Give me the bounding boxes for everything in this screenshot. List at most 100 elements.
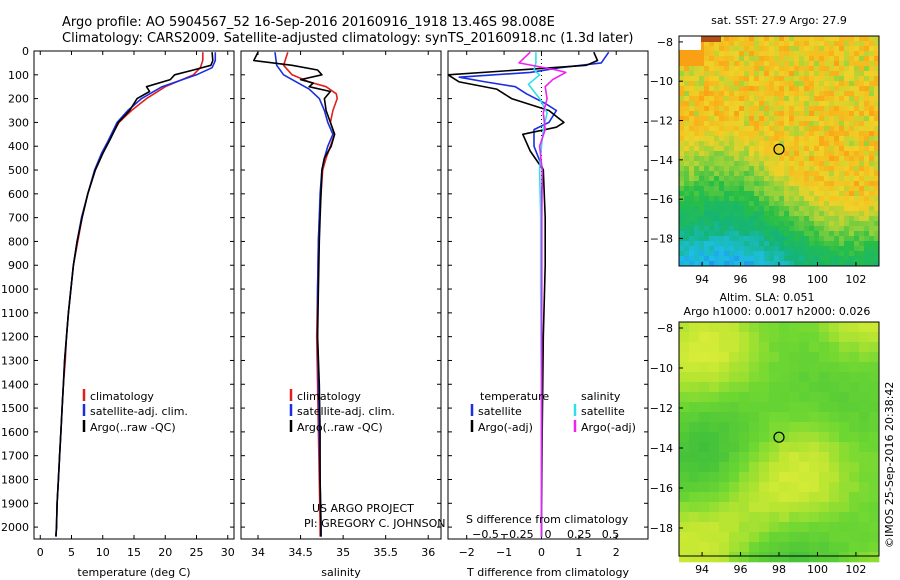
heatmap-cell [679, 191, 685, 197]
heatmap-cell [864, 166, 870, 172]
heatmap-cell [859, 432, 870, 443]
heatmap-cell [744, 96, 750, 102]
heatmap-cell [719, 76, 725, 82]
heatmap-cell [694, 231, 700, 237]
heatmap-cell [809, 81, 815, 87]
heatmap-cell [734, 211, 740, 217]
heatmap-cell [714, 86, 720, 92]
heatmap-cell [759, 322, 770, 333]
heatmap-cell [859, 176, 865, 182]
heatmap-cell [689, 422, 700, 433]
heatmap-cell [864, 36, 870, 42]
heatmap-cell [729, 412, 740, 423]
credit-project: US ARGO PROJECT [312, 502, 414, 515]
heatmap-cell [839, 462, 850, 473]
heatmap-cell [679, 186, 685, 192]
heatmap-cell [769, 156, 775, 162]
heatmap-cell [789, 482, 800, 493]
heatmap-cell [789, 512, 800, 523]
heatmap-cell [759, 101, 765, 107]
y-tick-label: 1300 [1, 354, 29, 367]
heatmap-cell [699, 176, 705, 182]
heatmap-cell [699, 186, 705, 192]
heatmap-cell [859, 246, 865, 252]
heatmap-cell [734, 206, 740, 212]
heatmap-cell [799, 191, 805, 197]
heatmap-cell [809, 156, 815, 162]
heatmap-cell [789, 141, 795, 147]
heatmap-cell [854, 91, 860, 97]
heatmap-cell [849, 512, 860, 523]
heatmap-cell [774, 76, 780, 82]
heatmap-cell [839, 171, 845, 177]
heatmap-cell [724, 246, 730, 252]
heatmap-cell [819, 246, 825, 252]
heatmap-cell [789, 86, 795, 92]
heatmap-cell [869, 221, 875, 227]
heatmap-cell [694, 251, 700, 257]
y-tick-label: 1400 [1, 378, 29, 391]
heatmap-cell [699, 492, 710, 503]
top-tick-label: −0.25 [500, 528, 534, 541]
heatmap-cell [859, 141, 865, 147]
heatmap-cell [779, 206, 785, 212]
heatmap-cell [774, 81, 780, 87]
heatmap-cell [694, 136, 700, 142]
heatmap-cell [839, 121, 845, 127]
heatmap-cell [809, 36, 815, 42]
heatmap-cell [729, 91, 735, 97]
heatmap-cell [779, 116, 785, 122]
heatmap-cell [819, 211, 825, 217]
heatmap-cell [869, 66, 875, 72]
heatmap-cell [819, 156, 825, 162]
heatmap-cell [749, 382, 760, 393]
heatmap-cell [794, 161, 800, 167]
heatmap-cell [719, 362, 730, 373]
heatmap-cell [769, 166, 775, 172]
heatmap-cell [804, 246, 810, 252]
heatmap-cell [829, 171, 835, 177]
heatmap-cell [709, 226, 715, 232]
heatmap-cell [754, 141, 760, 147]
heatmap-cell [819, 402, 830, 413]
heatmap-cell [819, 196, 825, 202]
heatmap-cell [809, 181, 815, 187]
heatmap-cell [759, 146, 765, 152]
heatmap-cell [804, 166, 810, 172]
heatmap-cell [719, 131, 725, 137]
heatmap-cell [769, 261, 775, 267]
heatmap-cell [829, 372, 840, 383]
heatmap-cell [814, 136, 820, 142]
heatmap-cell [849, 166, 855, 172]
heatmap-cell [784, 116, 790, 122]
heatmap-cell [799, 251, 805, 257]
heatmap-cell [754, 111, 760, 117]
heatmap-cell [744, 111, 750, 117]
heatmap-cell [739, 251, 745, 257]
heatmap-cell [699, 151, 705, 157]
heatmap-cell [769, 342, 780, 353]
heatmap-cell [784, 101, 790, 107]
heatmap-cell [739, 181, 745, 187]
heatmap-cell [739, 492, 750, 503]
heatmap-cell [829, 462, 840, 473]
heatmap-cell [869, 226, 875, 232]
heatmap-cell [734, 46, 740, 52]
heatmap-cell [719, 492, 730, 503]
heatmap-cell [869, 116, 875, 122]
heatmap-cell [709, 126, 715, 132]
heatmap-cell [864, 191, 870, 197]
heatmap-cell [809, 241, 815, 247]
heatmap-cell [729, 41, 735, 47]
heatmap-cell [839, 362, 850, 373]
heatmap-cell [689, 176, 695, 182]
heatmap-cell [859, 226, 865, 232]
heatmap-cell [809, 552, 820, 563]
heatmap-cell [874, 161, 880, 167]
heatmap-cell [869, 256, 875, 262]
heatmap-cell [844, 196, 850, 202]
heatmap-cell [804, 51, 810, 57]
heatmap-cell [874, 71, 880, 77]
heatmap-cell [719, 191, 725, 197]
heatmap-cell [824, 36, 830, 42]
